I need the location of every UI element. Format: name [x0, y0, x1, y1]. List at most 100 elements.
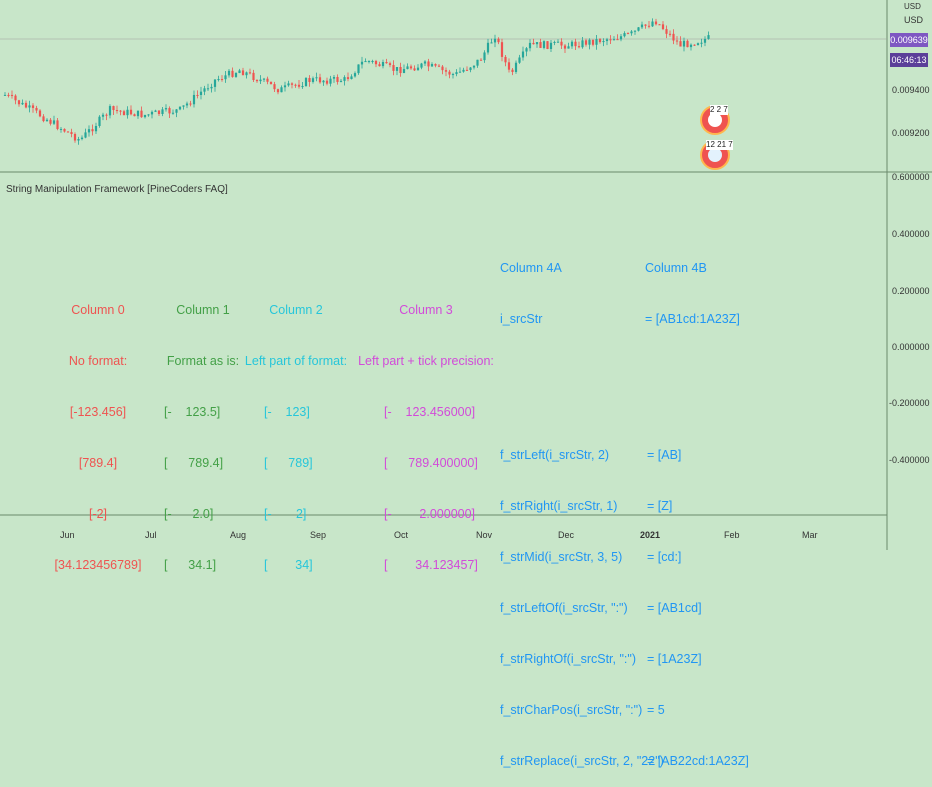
- candle-body: [553, 41, 556, 43]
- candle-body: [59, 128, 63, 130]
- candle-body: [514, 62, 518, 72]
- candle-body: [500, 42, 504, 57]
- candle-body: [707, 35, 710, 39]
- candle-body: [336, 76, 339, 82]
- candle-body: [266, 78, 269, 82]
- candle-body: [668, 33, 672, 35]
- candle-body: [619, 36, 623, 40]
- time-label: Dec: [558, 530, 575, 540]
- time-label: Aug: [230, 530, 247, 540]
- time-label: 2021: [640, 530, 661, 540]
- candle-body: [238, 70, 241, 74]
- candle-body: [329, 78, 332, 84]
- candle-body: [182, 105, 185, 107]
- candle-body: [346, 77, 350, 80]
- candle-body: [595, 39, 598, 45]
- col4b-row: = 5: [647, 703, 665, 717]
- col4a-header: Column 4A: [500, 261, 562, 275]
- candle-body: [108, 106, 112, 116]
- candle-body: [140, 110, 143, 118]
- col4a-row: f_strRight(i_srcStr, 1): [500, 499, 618, 513]
- price-tick: 0.009400: [892, 85, 930, 95]
- candle-body: [115, 110, 119, 112]
- time-label: Nov: [476, 530, 493, 540]
- candle-body: [154, 110, 157, 112]
- candle-body: [217, 79, 220, 81]
- candle-body: [297, 84, 301, 87]
- event-badge[interactable]: 2 2 7: [700, 105, 730, 135]
- candle-body: [633, 30, 637, 32]
- candle-body: [490, 42, 493, 44]
- candle-body: [416, 67, 420, 71]
- candle-body: [577, 46, 581, 48]
- candle-body: [80, 137, 84, 140]
- candle-body: [388, 63, 392, 66]
- candle-body: [10, 94, 14, 96]
- candle-body: [605, 39, 609, 42]
- candle-body: [616, 39, 619, 41]
- candle-body: [430, 64, 434, 67]
- candle-body: [66, 131, 70, 133]
- candle-body: [87, 129, 91, 133]
- candle-body: [700, 42, 703, 44]
- candle-body: [654, 21, 658, 25]
- candle-body: [493, 38, 497, 43]
- candle-body: [395, 67, 399, 71]
- indicator-title[interactable]: String Manipulation Framework [PineCoder…: [6, 184, 228, 195]
- candle-body: [308, 78, 311, 82]
- candle-body: [455, 72, 458, 75]
- candle-body: [273, 84, 276, 90]
- candle-body: [196, 94, 199, 96]
- event-badge[interactable]: 12 21 7: [700, 140, 733, 170]
- col1-header: Column 1: [176, 303, 230, 317]
- candle-body: [427, 61, 430, 67]
- candle-body: [360, 61, 364, 65]
- candle-body: [406, 66, 409, 70]
- candle-body: [647, 25, 651, 27]
- candle-body: [696, 43, 700, 45]
- candle-body: [203, 88, 206, 92]
- candle-body: [546, 41, 549, 49]
- candle-body: [136, 110, 140, 117]
- candle-body: [290, 83, 294, 85]
- candle-body: [378, 64, 381, 67]
- candle-body: [241, 70, 245, 76]
- candle-body: [206, 88, 210, 90]
- candle-body: [581, 40, 584, 48]
- candle-body: [133, 114, 136, 117]
- currency-label: USD: [904, 15, 924, 25]
- candle-body: [17, 100, 21, 105]
- candle-body: [70, 132, 73, 134]
- candle-body: [584, 40, 588, 45]
- candle-body: [283, 85, 287, 88]
- candle-body: [255, 80, 259, 82]
- candle-body: [574, 41, 577, 47]
- candle-body: [332, 76, 336, 79]
- candlestick-series: [3, 18, 710, 145]
- candle-body: [693, 44, 696, 46]
- candle-body: [409, 66, 413, 69]
- col2-header: Column 2: [269, 303, 323, 317]
- candle-body: [150, 111, 154, 115]
- candle-body: [252, 72, 255, 81]
- candle-body: [535, 42, 539, 45]
- col4b-row: = [AB]: [647, 448, 682, 462]
- candle-body: [3, 94, 7, 96]
- price-tick: 0.009200: [892, 128, 930, 138]
- candle-body: [287, 83, 290, 86]
- candle-body: [703, 38, 707, 43]
- candle-body: [94, 125, 98, 132]
- col3-row: [ 34.123457]: [384, 558, 478, 572]
- candle-body: [28, 105, 31, 108]
- time-label: Feb: [724, 530, 740, 540]
- candle-body: [231, 70, 234, 77]
- col0-row: [789.4]: [78, 456, 118, 470]
- candle-body: [458, 71, 462, 73]
- current-price-box: 0.009639: [890, 33, 928, 47]
- col2-subheader: Left part of format:: [244, 354, 348, 368]
- candle-body: [626, 33, 630, 35]
- candle-body: [301, 86, 304, 88]
- chart-canvas[interactable]: [0, 0, 932, 550]
- indicator-tick: 0.400000: [892, 229, 930, 239]
- col3-subheader: Left part + tick precision:: [358, 354, 494, 368]
